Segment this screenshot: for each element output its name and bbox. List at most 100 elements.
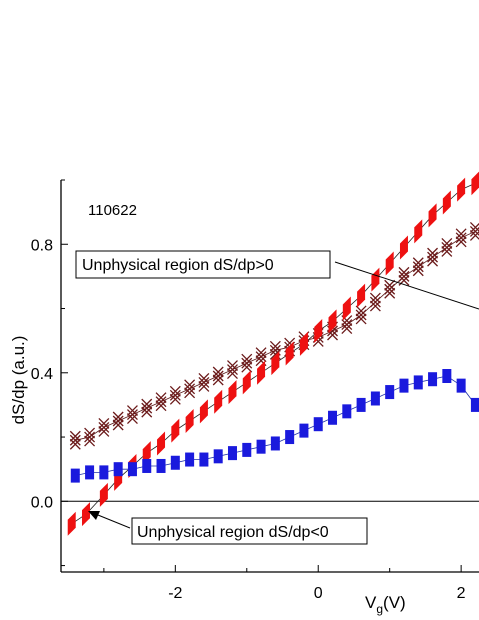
x-axis-label-sub: g: [376, 602, 383, 616]
data-point: [370, 391, 380, 406]
data-point: [199, 452, 209, 467]
data-point: [369, 292, 381, 304]
data-point: [212, 366, 224, 378]
data-point: [269, 340, 281, 352]
data-point: [185, 452, 195, 467]
data-point: [399, 235, 408, 260]
data-points: [67, 171, 479, 536]
data-point: [414, 219, 423, 244]
data-point: [98, 425, 110, 437]
annotation-upper-text: Unphysical region dS/dp>0: [82, 257, 274, 274]
data-point: [198, 372, 210, 384]
data-point: [369, 300, 381, 312]
data-point: [328, 309, 337, 334]
data-point: [214, 389, 223, 414]
data-point: [271, 351, 280, 376]
data-point: [371, 267, 380, 292]
data-point: [427, 251, 439, 263]
data-point: [184, 387, 196, 399]
data-point: [142, 458, 152, 473]
annotation-lower-arrowhead: [88, 511, 100, 520]
data-point: [227, 368, 238, 380]
annotation-lower-box: [131, 517, 368, 545]
data-point: [328, 410, 338, 425]
y-tick-label: 0.0: [31, 494, 53, 511]
data-point: [427, 255, 439, 267]
data-point: [67, 511, 76, 536]
data-point: [399, 378, 409, 393]
data-point: [141, 398, 153, 410]
data-point: [157, 431, 166, 456]
data-point: [126, 405, 138, 417]
data-point: [127, 462, 137, 477]
data-point: [455, 228, 467, 240]
data-point: [384, 283, 396, 295]
annotation-lower-text: Unphysical region dS/dp<0: [137, 524, 329, 541]
data-point: [256, 439, 266, 454]
data-point: [384, 279, 396, 291]
data-point: [384, 287, 396, 299]
data-point: [255, 351, 267, 363]
data-point: [428, 372, 438, 387]
data-point: [199, 399, 208, 424]
data-point: [441, 246, 453, 257]
data-point: [99, 482, 108, 507]
data-point: [170, 455, 180, 470]
y-tick-label: 0.8: [31, 237, 53, 254]
data-point: [356, 397, 366, 412]
data-point: [398, 270, 410, 282]
x-tick-label: 0: [314, 585, 323, 602]
data-point: [141, 402, 153, 414]
annotation-lower-arrow: [92, 512, 131, 529]
data-point: [156, 458, 166, 473]
data-point: [198, 376, 210, 388]
data-point: [413, 375, 423, 390]
data-point: [412, 257, 424, 269]
data-point: [112, 419, 124, 431]
data-point: [385, 251, 394, 276]
annotation-upper-box: [75, 250, 331, 279]
data-point: [98, 417, 110, 429]
data-point: [155, 400, 167, 412]
data-point: [299, 423, 309, 438]
data-point: [355, 305, 367, 317]
data-point: [412, 261, 424, 273]
annotations: Unphysical region dS/dp>0 Unphysical reg…: [75, 250, 479, 545]
data-point: [169, 389, 181, 401]
data-point: [126, 413, 138, 425]
y-tick-label: 0.4: [31, 366, 53, 383]
data-point: [357, 283, 366, 308]
data-point: [227, 360, 238, 372]
data-point: [270, 436, 280, 451]
data-point: [242, 442, 252, 457]
data-point: [428, 203, 437, 228]
data-point: [112, 411, 124, 423]
data-point: [442, 190, 451, 215]
data-point: [198, 380, 210, 392]
data-point: [314, 319, 323, 344]
data-point: [155, 392, 167, 404]
data-point: [427, 247, 439, 259]
data-point: [84, 431, 96, 443]
data-point: [241, 361, 253, 373]
data-point: [212, 374, 224, 386]
data-point: [169, 393, 181, 405]
data-point: [84, 427, 96, 439]
data-point: [456, 378, 466, 393]
data-point: [441, 238, 453, 249]
data-point: [84, 435, 96, 447]
data-point: [228, 380, 237, 405]
data-point: [299, 331, 308, 356]
data-point: [342, 296, 351, 321]
x-tick-label: -2: [168, 585, 182, 602]
data-point: [171, 418, 180, 443]
data-point: [227, 364, 238, 376]
axes: 0.0 0.4 0.8 -2 0 2: [31, 179, 479, 602]
data-point: [70, 468, 80, 483]
data-point: [257, 360, 266, 385]
data-point: [126, 409, 138, 421]
y-axis-label: dS/dp (a.u.): [9, 336, 28, 425]
data-point: [369, 296, 381, 308]
data-point: [85, 465, 95, 480]
